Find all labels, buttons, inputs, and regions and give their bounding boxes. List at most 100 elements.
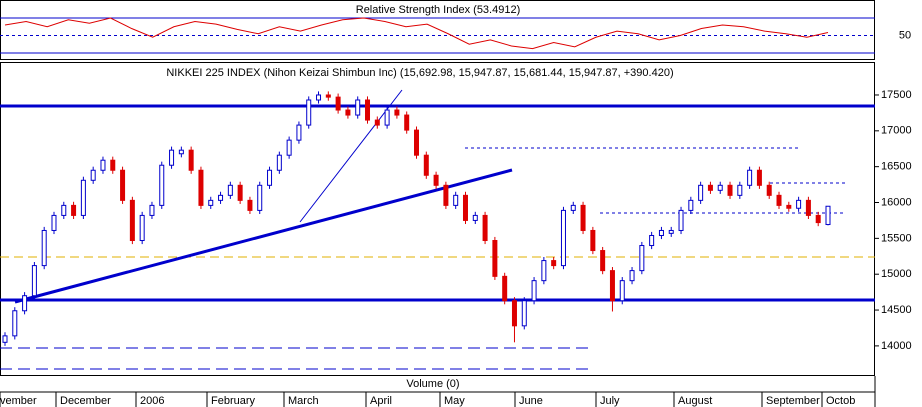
candle-body [805, 199, 811, 216]
candle-body [129, 199, 135, 242]
y-tick-label: 16500 [881, 161, 912, 173]
price-frame [0, 62, 875, 376]
candle-body [394, 109, 400, 116]
candle-body [453, 194, 459, 206]
candle-body [247, 199, 253, 211]
x-tick-label: June [519, 395, 543, 407]
x-tick-label: 2006 [140, 395, 164, 407]
candle-body [698, 184, 704, 201]
candle-body [257, 184, 263, 211]
rsi-line [4, 17, 829, 50]
candle-body [139, 214, 145, 242]
x-tick-label: February [211, 395, 256, 407]
y-tick-label: 14500 [881, 304, 912, 316]
candle-body [472, 214, 478, 221]
rsi-title: Relative Strength Index (53.4912) [356, 4, 521, 16]
candle-body [149, 204, 155, 216]
candle-body [737, 184, 743, 196]
candle-body [619, 280, 625, 302]
volume-label: Volume (0) [406, 378, 459, 390]
candle-body [384, 109, 390, 126]
candle-body [462, 194, 468, 221]
x-tick-label: July [600, 395, 620, 407]
x-tick-label: December [60, 395, 111, 407]
chart-title: NIKKEI 225 INDEX (Nihon Keizai Shimbun I… [166, 67, 673, 79]
candle-body [188, 149, 194, 171]
candle-body [90, 169, 96, 181]
candle-body [12, 310, 18, 337]
y-tick-label: 15000 [881, 268, 912, 280]
candle-body [639, 245, 645, 272]
candle-body [335, 96, 341, 111]
candle-body [658, 229, 664, 236]
candle-body [590, 229, 596, 252]
candle-body [71, 204, 77, 216]
candle-body [61, 204, 67, 216]
candle-body [276, 154, 282, 171]
candle-body [570, 204, 576, 211]
x-tick-label: March [288, 395, 319, 407]
candle-body [227, 184, 233, 196]
candle-body [786, 204, 792, 209]
candle-body [120, 169, 126, 201]
candle-body [678, 209, 684, 231]
candle-body [316, 94, 322, 101]
candle-body [815, 214, 821, 224]
candle-body [31, 265, 37, 297]
x-tick-label: August [678, 395, 712, 407]
candle-body [237, 184, 243, 201]
rsi-frame [0, 0, 875, 60]
candle-body [747, 169, 753, 186]
candle-body [649, 234, 655, 247]
candle-body [717, 184, 723, 191]
rsi-tick-label: 50 [899, 29, 911, 41]
y-tick-label: 16000 [881, 196, 912, 208]
y-tick-label: 15500 [881, 232, 912, 244]
candle-body [100, 159, 106, 171]
candle-body [629, 270, 635, 282]
candle-body [423, 154, 429, 176]
candle-body [51, 214, 57, 231]
candle-body [345, 109, 351, 116]
candle-body [306, 99, 312, 126]
candle-body [365, 99, 371, 121]
candle-body [541, 260, 547, 282]
candle-body [796, 199, 802, 209]
candle-body [825, 205, 831, 226]
candle-body [80, 179, 86, 216]
candle-body [707, 184, 713, 191]
candle-body [159, 164, 165, 206]
candle-body [22, 295, 28, 312]
candle-body [766, 184, 772, 196]
y-tick-label: 17000 [881, 125, 912, 137]
candle-body [267, 169, 273, 186]
candle-body [600, 250, 606, 272]
candle-body [355, 99, 361, 116]
candle-body [404, 114, 410, 131]
candle-body [688, 199, 694, 211]
candle-body [110, 159, 116, 171]
candle-body [609, 270, 615, 302]
trend-line [14, 168, 513, 304]
candle-body [178, 149, 184, 155]
candle-body [560, 209, 566, 267]
candle-body [668, 229, 674, 234]
candle-body [414, 129, 419, 156]
candle-body [492, 240, 498, 277]
candle-body [727, 184, 733, 196]
candle-body [776, 194, 782, 206]
candle-body [756, 169, 762, 186]
candle-body [443, 184, 449, 206]
candle-body [502, 275, 508, 302]
candle-body [286, 139, 292, 156]
candle-body [218, 194, 224, 201]
candle-body [296, 124, 302, 141]
y-tick-label: 14000 [881, 340, 912, 352]
candle-body [325, 94, 331, 98]
candle-body [208, 199, 214, 206]
candle-body [551, 260, 557, 267]
x-tick-label: vember [0, 395, 37, 407]
x-tick-label: May [444, 395, 465, 407]
